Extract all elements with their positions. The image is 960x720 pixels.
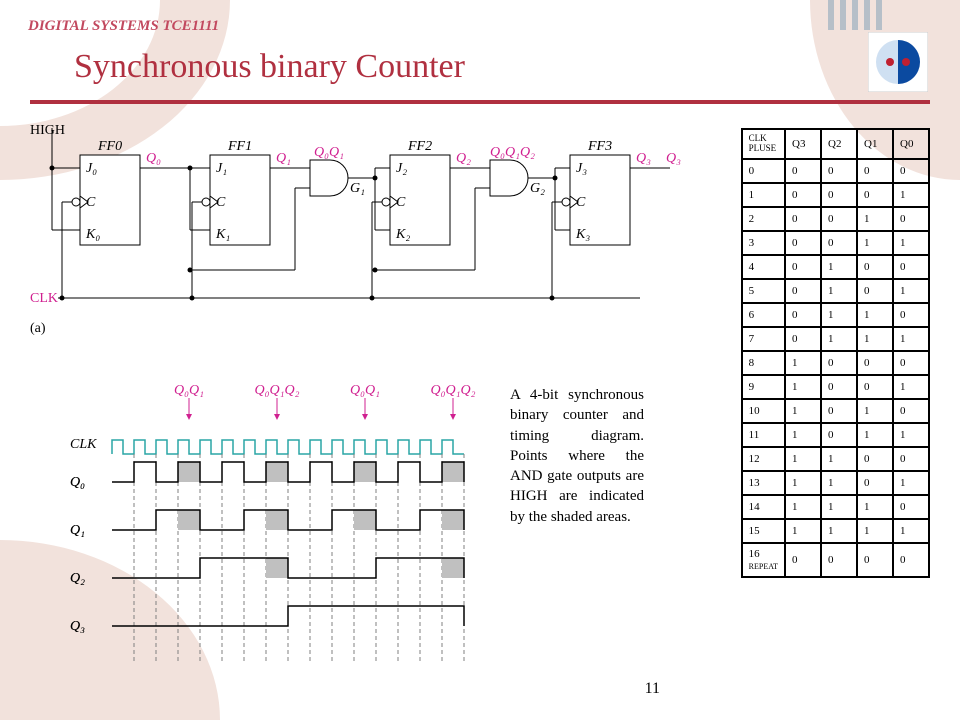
svg-text:J₃: J₃ [576,161,587,176]
slide-title: Synchronous binary Counter [74,48,465,86]
svg-text:Q₃: Q₃ [636,151,651,166]
course-code: DIGITAL SYSTEMS TCE1111 [28,18,219,35]
svg-text:K₃: K₃ [575,227,590,242]
svg-text:G₁: G₁ [350,181,365,196]
svg-text:Q₁: Q₁ [276,151,291,166]
svg-text:Q₀Q₁Q₂: Q₀Q₁Q₂ [431,383,476,398]
svg-text:Q₂: Q₂ [70,571,85,586]
svg-text:Q₃: Q₃ [70,619,85,634]
svg-text:Q₀Q₁Q₂: Q₀Q₁Q₂ [255,383,300,398]
svg-text:Q₁: Q₁ [70,523,85,538]
svg-text:J₁: J₁ [216,161,227,176]
svg-text:J₂: J₂ [396,161,407,176]
svg-text:K₀: K₀ [85,227,100,242]
svg-text:FF0: FF0 [97,139,122,154]
timing-diagram: Q₀Q₁Q₀Q₁Q₂Q₀Q₁Q₀Q₁Q₂CLKQ₀Q₀Q₁Q₁Q₂Q₂Q₃Q₃ [70,380,490,680]
svg-text:Q₃: Q₃ [666,151,681,166]
svg-text:Q₀: Q₀ [146,151,161,166]
page-number: 11 [645,680,660,698]
svg-text:Q₂: Q₂ [456,151,471,166]
svg-text:(a): (a) [30,321,46,336]
svg-text:G₂: G₂ [530,181,545,196]
svg-text:K₁: K₁ [215,227,230,242]
truth-table: CLKPLUSEQ3Q2Q1Q0 00000100012001030011401… [741,128,930,578]
figure-description: A 4-bit synchronous binary counter and t… [510,385,644,527]
svg-text:HIGH: HIGH [30,123,65,138]
svg-text:Q₀Q₁: Q₀Q₁ [174,383,204,398]
svg-text:CLK: CLK [30,291,58,306]
svg-text:FF2: FF2 [407,139,432,154]
svg-text:Q₀Q₁: Q₀Q₁ [350,383,380,398]
circuit-diagram: HIGH FF0J₀K₀CQ₀FF1J₁K₁CQ₁FF2J₂K₂CQ₂FF3J₃… [30,120,690,340]
title-rule [30,100,930,104]
svg-text:Q₀Q₁Q₂: Q₀Q₁Q₂ [490,145,535,160]
svg-text:Q₀Q₁: Q₀Q₁ [314,145,344,160]
svg-text:K₂: K₂ [395,227,410,242]
logo [868,32,928,92]
svg-text:J₀: J₀ [86,161,97,176]
svg-text:Q₀: Q₀ [70,475,85,490]
svg-text:CLK: CLK [70,437,97,452]
svg-text:FF1: FF1 [227,139,252,154]
svg-text:FF3: FF3 [587,139,612,154]
